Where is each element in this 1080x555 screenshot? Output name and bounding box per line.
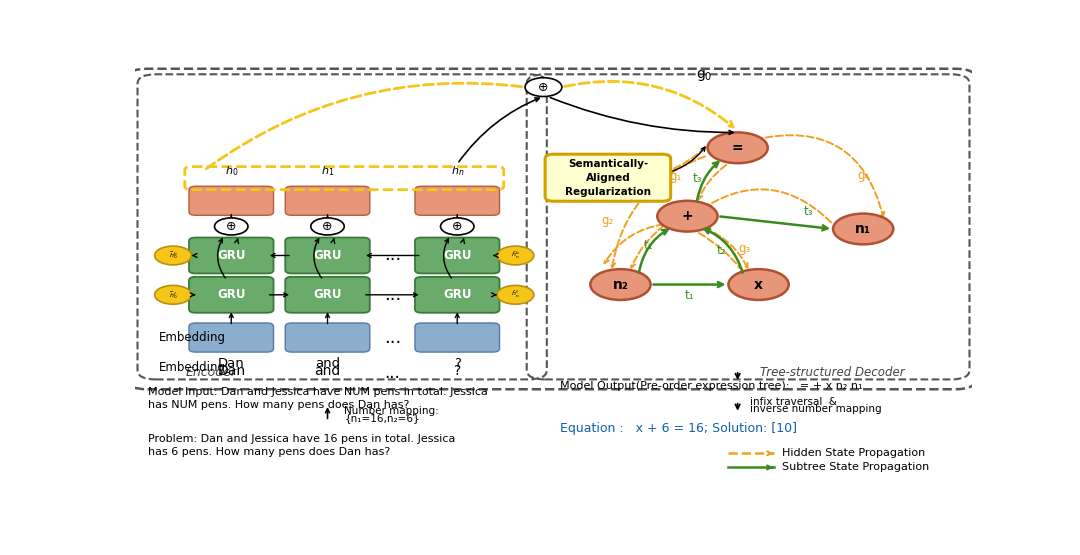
Text: g₃: g₃ xyxy=(739,242,751,255)
Text: x: x xyxy=(754,278,764,291)
Text: g₁: g₁ xyxy=(670,170,681,183)
Text: g₂: g₂ xyxy=(602,214,615,227)
Text: t₁: t₁ xyxy=(644,239,653,252)
Circle shape xyxy=(311,218,345,235)
FancyBboxPatch shape xyxy=(189,186,273,215)
Text: ⊕: ⊕ xyxy=(453,220,462,233)
Text: Number mapping:: Number mapping: xyxy=(345,406,438,416)
FancyBboxPatch shape xyxy=(285,186,369,215)
Text: ...: ... xyxy=(384,364,401,382)
Text: and: and xyxy=(314,364,340,377)
Text: has NUM pens. How many pens does Dan has?: has NUM pens. How many pens does Dan has… xyxy=(148,400,409,410)
Text: Problem: Dan and Jessica have 16 pens in total. Jessica: Problem: Dan and Jessica have 16 pens in… xyxy=(148,434,455,444)
Text: ⊕: ⊕ xyxy=(226,220,237,233)
FancyBboxPatch shape xyxy=(415,238,500,274)
FancyBboxPatch shape xyxy=(285,323,369,352)
Text: g$_0$: g$_0$ xyxy=(696,68,713,83)
FancyBboxPatch shape xyxy=(415,277,500,313)
Text: $\vec{h}_0^b$: $\vec{h}_0^b$ xyxy=(168,250,177,261)
Text: Semantically-
Aligned
Regularization: Semantically- Aligned Regularization xyxy=(565,159,651,196)
FancyBboxPatch shape xyxy=(189,238,273,274)
FancyBboxPatch shape xyxy=(415,323,500,352)
Text: Encoder: Encoder xyxy=(186,366,237,379)
Text: Model Output(Pre-order expression tree):   = + x n₂ n₁: Model Output(Pre-order expression tree):… xyxy=(561,381,863,391)
Text: Hidden State Propagation: Hidden State Propagation xyxy=(782,448,926,458)
Text: GRU: GRU xyxy=(217,288,245,301)
Text: g₄: g₄ xyxy=(858,169,869,182)
Circle shape xyxy=(154,246,191,265)
Text: $\vec{h}_0^f$: $\vec{h}_0^f$ xyxy=(168,289,177,301)
Text: Embedding: Embedding xyxy=(159,331,226,344)
Text: t₂: t₂ xyxy=(716,244,726,257)
Text: ...: ... xyxy=(383,329,401,346)
Circle shape xyxy=(707,133,768,163)
FancyBboxPatch shape xyxy=(189,323,273,352)
Circle shape xyxy=(215,218,248,235)
Text: $\hat{h}_n^b$: $\hat{h}_n^b$ xyxy=(511,250,519,261)
Circle shape xyxy=(658,201,717,231)
Text: t₁: t₁ xyxy=(685,289,694,302)
Text: GRU: GRU xyxy=(217,249,245,262)
Circle shape xyxy=(591,269,650,300)
Text: t₃: t₃ xyxy=(692,172,702,185)
Text: $h_n$: $h_n$ xyxy=(450,164,464,178)
Circle shape xyxy=(441,218,474,235)
Circle shape xyxy=(833,214,893,244)
Circle shape xyxy=(154,285,191,304)
Text: Dan: Dan xyxy=(217,364,245,377)
Text: ⊕: ⊕ xyxy=(322,220,333,233)
Text: t₃: t₃ xyxy=(804,205,813,218)
FancyBboxPatch shape xyxy=(285,238,369,274)
Text: Tree-structured Decoder: Tree-structured Decoder xyxy=(760,366,905,379)
Text: GRU: GRU xyxy=(443,249,472,262)
Text: $h_1$: $h_1$ xyxy=(321,164,334,178)
Text: ...: ... xyxy=(383,286,401,304)
Text: $h_0$: $h_0$ xyxy=(225,164,238,178)
Text: GRU: GRU xyxy=(313,288,341,301)
Text: GRU: GRU xyxy=(313,249,341,262)
Text: n₂: n₂ xyxy=(612,278,629,291)
Circle shape xyxy=(728,269,788,300)
Text: inverse number mapping: inverse number mapping xyxy=(751,404,881,414)
Text: $\hat{h}_n^f$: $\hat{h}_n^f$ xyxy=(511,289,519,300)
Text: n₁: n₁ xyxy=(855,222,872,236)
Text: and: and xyxy=(315,357,340,370)
FancyBboxPatch shape xyxy=(285,277,369,313)
FancyBboxPatch shape xyxy=(545,154,671,201)
Text: Model Input: Dan and Jessica have NUM pens in total. Jessica: Model Input: Dan and Jessica have NUM pe… xyxy=(148,387,487,397)
Text: Subtree State Propagation: Subtree State Propagation xyxy=(782,462,929,472)
Text: Dan: Dan xyxy=(218,357,245,370)
Circle shape xyxy=(497,285,534,304)
Text: Embedding: Embedding xyxy=(159,361,226,375)
Text: ?: ? xyxy=(454,364,461,377)
FancyBboxPatch shape xyxy=(189,277,273,313)
Circle shape xyxy=(497,246,534,265)
Text: infix traversal  &: infix traversal & xyxy=(751,396,837,406)
Text: {n₁=16,n₂=6}: {n₁=16,n₂=6} xyxy=(345,413,420,423)
Text: GRU: GRU xyxy=(443,288,472,301)
Text: has 6 pens. How many pens does Dan has?: has 6 pens. How many pens does Dan has? xyxy=(148,447,390,457)
FancyArrowPatch shape xyxy=(206,83,523,169)
Text: ?: ? xyxy=(454,357,461,370)
Text: +: + xyxy=(681,209,693,223)
FancyBboxPatch shape xyxy=(415,186,500,215)
Text: =: = xyxy=(732,141,743,155)
Text: ⊕: ⊕ xyxy=(538,80,549,94)
Text: Equation :   x + 6 = 16; Solution: [10]: Equation : x + 6 = 16; Solution: [10] xyxy=(561,422,797,435)
Circle shape xyxy=(525,78,562,97)
Text: ...: ... xyxy=(383,246,401,265)
